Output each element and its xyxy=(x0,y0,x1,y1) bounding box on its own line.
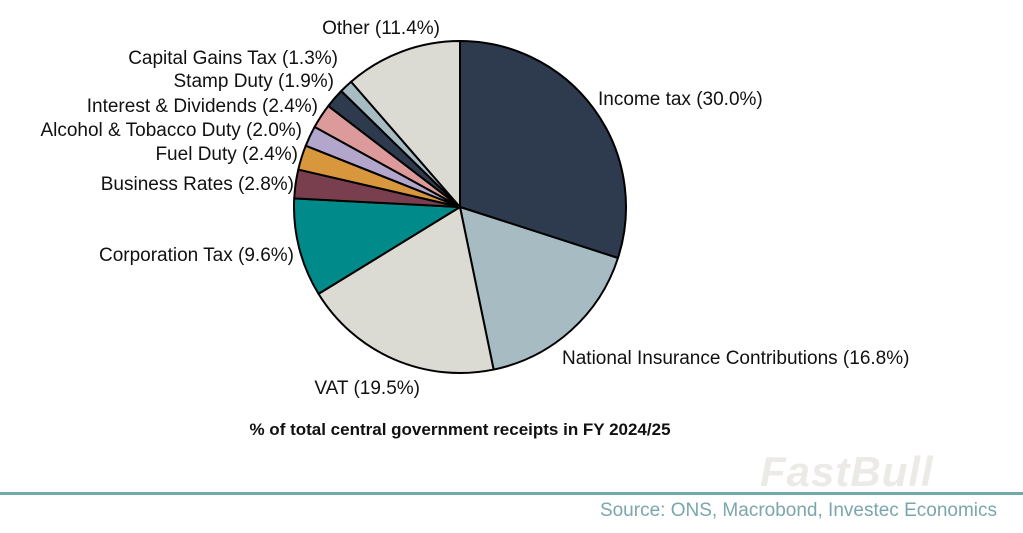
slice-label-interest-and-dividends: Interest & Dividends (2.4%) xyxy=(87,96,318,117)
pie-slice-vat xyxy=(317,206,495,374)
footer-divider xyxy=(0,492,1023,495)
slice-label-national-insurance-contributions: National Insurance Contributions (16.8%) xyxy=(562,348,909,369)
pie-slices xyxy=(293,40,627,374)
pie-labels: Income tax (30.0%) National Insurance Con… xyxy=(40,18,909,399)
slice-label-fuel-duty: Fuel Duty (2.4%) xyxy=(155,144,298,165)
slice-label-vat: VAT (19.5%) xyxy=(314,378,420,399)
pie-slice-national-insurance-contributions xyxy=(459,206,619,371)
slice-label-business-rates: Business Rates (2.8%) xyxy=(101,174,294,195)
chart-caption: % of total central government receipts i… xyxy=(249,420,671,439)
pie-slice-corporation-tax xyxy=(293,197,461,295)
slice-label-capital-gains-tax: Capital Gains Tax (1.3%) xyxy=(128,48,338,69)
pie-slice-income-tax xyxy=(459,40,627,259)
slice-label-corporation-tax: Corporation Tax (9.6%) xyxy=(99,245,294,266)
slice-label-alcohol-and-tobacco-duty: Alcohol & Tobacco Duty (2.0%) xyxy=(40,120,302,141)
slice-label-income-tax: Income tax (30.0%) xyxy=(598,89,763,110)
slice-label-stamp-duty: Stamp Duty (1.9%) xyxy=(174,71,335,92)
slice-label-other: Other (11.4%) xyxy=(322,18,440,39)
pie-slice-other xyxy=(350,40,461,208)
source-note: Source: ONS, Macrobond, Investec Economi… xyxy=(599,500,997,521)
pie-chart: Income tax (30.0%) National Insurance Con… xyxy=(40,18,909,399)
fastbull-watermark: FastBull xyxy=(760,448,934,495)
